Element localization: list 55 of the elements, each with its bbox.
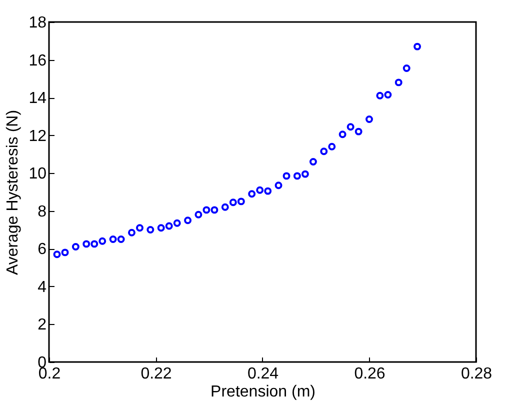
point: [173, 219, 181, 227]
x-tick-label: 0.26: [354, 366, 386, 382]
point: [136, 224, 144, 232]
point: [328, 142, 336, 150]
point: [237, 198, 245, 206]
point: [90, 240, 98, 248]
y-tick-label: 10: [28, 166, 47, 183]
point: [402, 64, 410, 72]
point: [256, 186, 264, 194]
y-tick-label: 16: [28, 52, 47, 70]
point: [82, 240, 90, 248]
point: [229, 198, 237, 206]
point: [320, 148, 328, 156]
x-tick-label: 0.24: [247, 366, 279, 382]
point: [53, 250, 61, 258]
y-tick-label: 2: [38, 316, 47, 334]
point: [98, 237, 106, 245]
point: [274, 182, 282, 190]
x-tick-label: 0.28: [460, 366, 492, 382]
point: [354, 128, 362, 136]
point: [394, 78, 402, 86]
point: [210, 206, 218, 214]
point: [414, 42, 422, 50]
point: [282, 172, 290, 180]
point: [109, 235, 117, 243]
point: [301, 170, 309, 178]
point: [117, 235, 125, 243]
x-tick-label: 0.22: [140, 366, 172, 382]
point: [165, 222, 173, 230]
y-tick-label: 6: [38, 241, 47, 258]
y-tick-label: 4: [38, 278, 47, 296]
point: [264, 187, 272, 195]
y-tick-label: 18: [28, 14, 47, 32]
point: [202, 206, 210, 214]
y-axis-title: Average Hysteresis (N): [4, 110, 22, 276]
y-tick-label: 8: [38, 203, 47, 220]
point: [61, 248, 69, 256]
point: [184, 216, 192, 224]
point: [346, 123, 354, 131]
point: [248, 190, 256, 198]
point: [384, 90, 392, 98]
point: [221, 203, 229, 211]
point: [338, 130, 346, 138]
point: [128, 228, 136, 236]
point: [72, 243, 80, 251]
point: [309, 158, 317, 166]
y-tick-label: 14: [28, 90, 47, 108]
point: [157, 224, 165, 232]
y-tick-label: 12: [28, 128, 47, 145]
x-axis-title: Pretension (m): [210, 384, 316, 400]
point: [146, 226, 154, 234]
point: [376, 92, 384, 100]
point: [366, 116, 373, 124]
point: [293, 172, 301, 180]
point: [194, 210, 202, 218]
